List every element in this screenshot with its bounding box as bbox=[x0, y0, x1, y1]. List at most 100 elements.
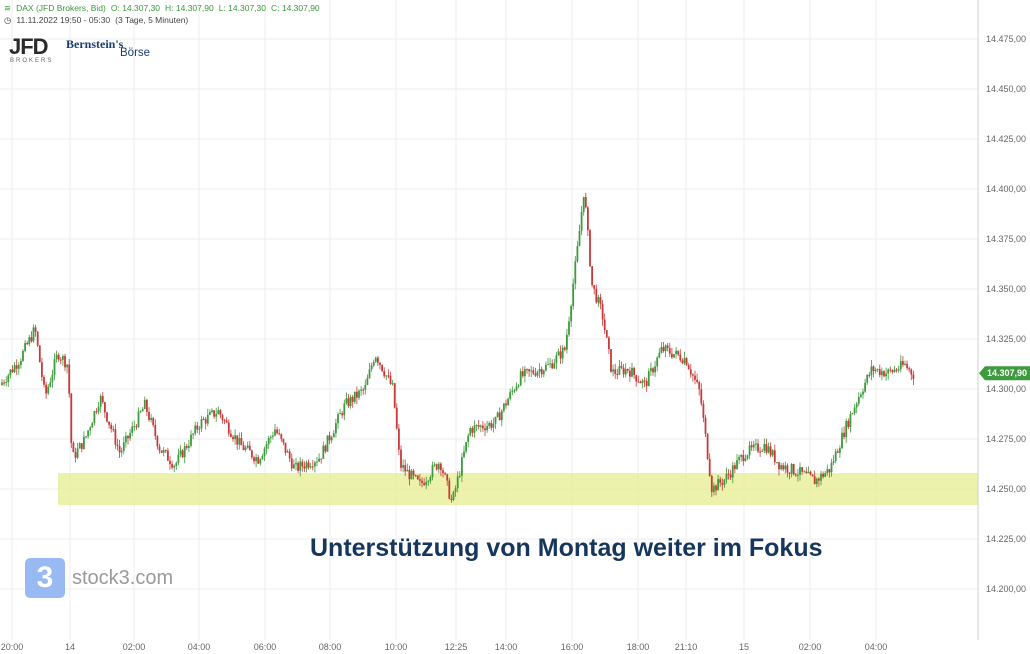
candle-body bbox=[679, 354, 682, 361]
candle-body bbox=[116, 444, 119, 447]
candle-body bbox=[322, 445, 325, 459]
candle-body bbox=[137, 411, 140, 427]
candle-body bbox=[811, 474, 814, 477]
candle-body bbox=[857, 396, 860, 404]
candle-body bbox=[484, 428, 486, 431]
candle-body bbox=[341, 413, 344, 416]
candle-body bbox=[133, 426, 136, 428]
candle-body bbox=[786, 465, 789, 473]
candle-body bbox=[891, 370, 894, 372]
candle-body bbox=[263, 448, 266, 456]
candle-body bbox=[534, 373, 537, 376]
x-tick-label: 08:00 bbox=[319, 642, 342, 652]
candle-body bbox=[841, 432, 843, 449]
candle-body bbox=[799, 467, 801, 475]
candle-body bbox=[177, 454, 180, 463]
candle-body bbox=[402, 465, 404, 468]
candle-body bbox=[76, 448, 79, 458]
close-value: C: 14.307,90 bbox=[270, 3, 320, 13]
candle-body bbox=[893, 369, 896, 372]
candle-body bbox=[209, 412, 211, 415]
candle-body bbox=[767, 446, 770, 453]
candle-body bbox=[549, 363, 551, 365]
candle-body bbox=[276, 429, 278, 434]
y-tick-label: 14.300,00 bbox=[986, 384, 1026, 394]
candle-body bbox=[316, 461, 318, 463]
candle-body bbox=[305, 462, 308, 469]
candle-body bbox=[614, 369, 617, 374]
candle-body bbox=[395, 407, 398, 429]
candle-body bbox=[135, 426, 138, 428]
candle-body bbox=[217, 410, 220, 415]
candle-body bbox=[49, 382, 52, 387]
candle-body bbox=[902, 361, 904, 365]
candle-body bbox=[860, 394, 862, 397]
candle-body bbox=[912, 374, 915, 379]
candle-body bbox=[234, 435, 236, 440]
candle-body bbox=[576, 246, 579, 262]
candle-body bbox=[465, 441, 467, 452]
candle-body bbox=[251, 450, 253, 458]
candle-body bbox=[410, 470, 413, 480]
candle-body bbox=[307, 462, 310, 468]
candle-body bbox=[141, 409, 144, 412]
candle-body bbox=[288, 451, 291, 459]
candle-body bbox=[456, 476, 459, 489]
candle-body bbox=[423, 482, 425, 485]
candle-body bbox=[704, 417, 707, 434]
y-tick-label: 14.375,00 bbox=[986, 234, 1026, 244]
candle-body bbox=[408, 469, 411, 480]
candle-body bbox=[95, 411, 98, 413]
candle-body bbox=[624, 368, 627, 375]
candle-body bbox=[150, 418, 152, 420]
candle-body bbox=[211, 410, 213, 413]
candle-body bbox=[461, 457, 463, 476]
x-tick-label: 04:00 bbox=[865, 642, 888, 652]
candle-body bbox=[301, 461, 304, 467]
candle-body bbox=[509, 391, 512, 400]
candle-body bbox=[286, 451, 289, 453]
candle-body bbox=[51, 374, 54, 383]
candle-body bbox=[236, 435, 239, 445]
candle-body bbox=[557, 351, 560, 356]
candle-body bbox=[389, 375, 392, 384]
candle-body bbox=[85, 436, 87, 438]
candle-body bbox=[813, 476, 816, 485]
x-tick-label: 14 bbox=[65, 642, 75, 652]
candle-body bbox=[610, 349, 612, 372]
candle-body bbox=[536, 371, 539, 376]
candle-body bbox=[200, 419, 203, 429]
candle-body bbox=[112, 429, 115, 431]
candle-body bbox=[158, 446, 161, 451]
candle-body bbox=[127, 435, 129, 439]
bernstein-logo-boerse: Börse bbox=[120, 47, 151, 59]
candle-body bbox=[280, 434, 283, 439]
y-tick-label: 14.350,00 bbox=[986, 284, 1026, 294]
candle-body bbox=[47, 386, 50, 394]
y-tick-label: 14.200,00 bbox=[986, 584, 1026, 594]
candle-body bbox=[496, 412, 499, 417]
jfd-logo-subtitle: BROKERS bbox=[10, 58, 54, 64]
candle-body bbox=[698, 382, 701, 390]
candle-body bbox=[578, 230, 581, 247]
candle-body bbox=[454, 488, 457, 492]
candle-body bbox=[629, 370, 631, 377]
candle-body bbox=[641, 380, 644, 384]
candle-body bbox=[601, 303, 604, 320]
y-tick-label: 14.400,00 bbox=[986, 184, 1026, 194]
candle-body bbox=[129, 432, 131, 439]
candle-body bbox=[618, 366, 621, 375]
candle-body bbox=[425, 481, 428, 485]
candle-body bbox=[870, 366, 873, 376]
candle-body bbox=[227, 422, 230, 434]
candle-body bbox=[498, 412, 501, 421]
candle-body bbox=[681, 360, 684, 364]
candle-body bbox=[230, 433, 232, 437]
candle-body bbox=[645, 380, 648, 387]
x-tick-label: 02:00 bbox=[123, 642, 146, 652]
y-tick-label: 14.450,00 bbox=[986, 84, 1026, 94]
candle-body bbox=[809, 471, 812, 475]
candle-body bbox=[626, 368, 629, 371]
x-tick-label: 16:00 bbox=[561, 642, 584, 652]
